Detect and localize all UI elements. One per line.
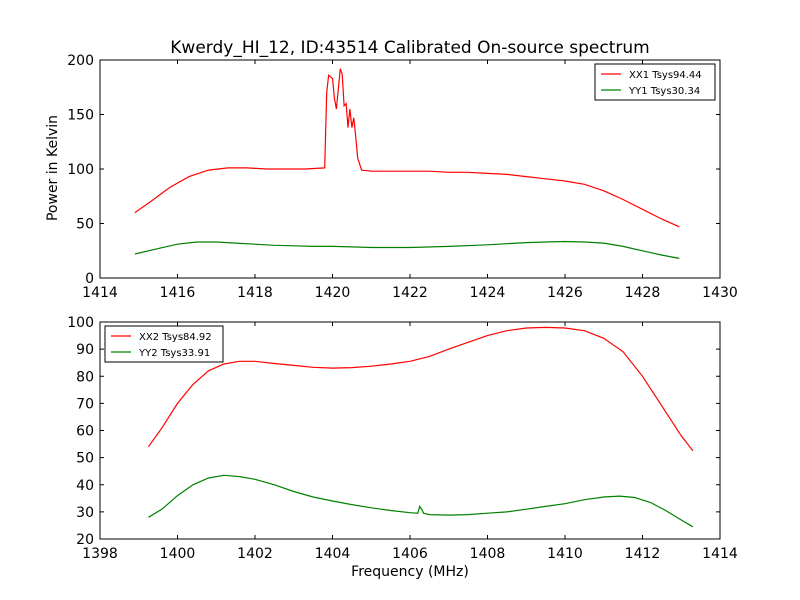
x-tick-label: 1420 [315, 285, 351, 301]
y-axis-label: Power in Kelvin [45, 115, 61, 221]
y-tick-label: 100 [67, 315, 94, 331]
legend-box [594, 63, 716, 101]
x-tick-label: 1406 [392, 546, 428, 562]
series-line-yy2 [148, 474, 694, 528]
y-tick-label: 100 [67, 162, 94, 178]
y-tick-label: 150 [67, 108, 94, 124]
x-tick-label: 1414 [82, 285, 118, 301]
y-tick-label: 60 [76, 424, 94, 440]
x-tick-label: 1422 [392, 285, 428, 301]
y-tick-label: 30 [76, 505, 94, 521]
x-tick-label: 1412 [625, 546, 661, 562]
y-tick-label: 0 [85, 271, 94, 287]
x-tick-label: 1414 [702, 546, 738, 562]
x-tick-label: 1428 [625, 285, 661, 301]
series-line-yy1 [134, 240, 680, 259]
top-panel: 1414 1416 1418 1420 1422 1424 1426 1428 1430 0 50 1… [67, 53, 738, 301]
x-tick-label: 1418 [237, 285, 273, 301]
legend: XX2 Tsys84.92 YY2 Tsys33.91 [104, 325, 224, 363]
x-tick-label: 1408 [470, 546, 506, 562]
legend: XX1 Tsys94.44 YY1 Tsys30.34 [594, 63, 716, 101]
x-tick-label: 1416 [160, 285, 196, 301]
y-tick-label: 90 [76, 342, 94, 358]
x-tick-label: 1424 [470, 285, 506, 301]
bottom-panel: 1398 1400 1402 1404 1406 1408 1410 1412 1414 20 30… [67, 315, 738, 562]
x-tick-label: 1400 [160, 546, 196, 562]
y-tick-label: 50 [76, 451, 94, 467]
y-tick-label: 20 [76, 532, 94, 548]
legend-label: YY1 Tsys30.34 [628, 86, 700, 97]
legend-label: YY2 Tsys33.91 [138, 348, 210, 359]
y-tick-label: 70 [76, 396, 94, 412]
y-tick-label: 80 [76, 369, 94, 385]
series-line-xx2 [147, 326, 694, 452]
y-tick-label: 50 [76, 217, 94, 233]
x-tick-label: 1430 [702, 285, 738, 301]
legend-label: XX1 Tsys94.44 [629, 70, 702, 81]
chart-title: Kwerdy_HI_12, ID:43514 Calibrated On-sou… [170, 38, 649, 58]
y-tick-label: 200 [67, 53, 94, 69]
legend-label: XX2 Tsys84.92 [139, 332, 212, 343]
x-tick-label: 1404 [315, 546, 351, 562]
legend-box [104, 325, 224, 363]
x-tick-label: 1410 [547, 546, 583, 562]
series-line-xx1 [134, 68, 680, 228]
x-tick-label: 1426 [547, 285, 583, 301]
x-axis-label: Frequency (MHz) [351, 564, 469, 580]
x-tick-label: 1402 [237, 546, 273, 562]
x-tick-label: 1398 [82, 546, 118, 562]
y-tick-label: 40 [76, 478, 94, 494]
